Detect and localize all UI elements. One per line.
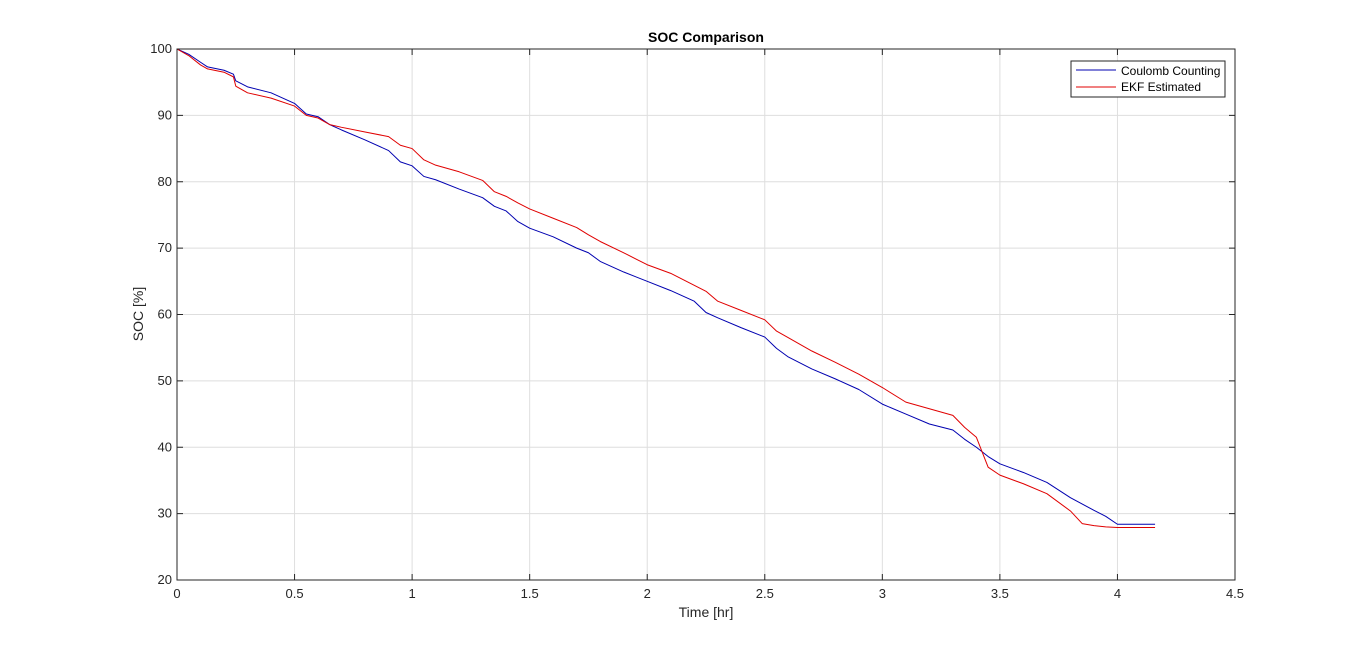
x-tick-label: 4 [1114, 586, 1121, 601]
legend-box [1070, 60, 1226, 98]
y-tick-label: 70 [158, 240, 172, 255]
x-tick-label: 3.5 [991, 586, 1009, 601]
x-tick-label: 0.5 [286, 586, 304, 601]
x-tick-label: 0 [173, 586, 180, 601]
x-axis-label: Time [hr] [679, 604, 734, 620]
x-tick-label: 2 [644, 586, 651, 601]
legend-label-coulomb: Coulomb Counting [1121, 64, 1220, 78]
legend: Coulomb Counting EKF Estimated [1070, 60, 1226, 98]
y-tick-label: 100 [150, 41, 172, 56]
y-tick-label: 50 [158, 373, 172, 388]
y-axis-label: SOC [%] [130, 287, 146, 341]
series-line-ekf-estimated [176, 48, 1156, 529]
x-tick-label: 1 [408, 586, 415, 601]
y-tick-label: 40 [158, 439, 172, 454]
series-layer [176, 48, 1156, 529]
chart-title: SOC Comparison [648, 29, 764, 45]
x-tick-label: 1.5 [521, 586, 539, 601]
series-line-coulomb-counting [176, 48, 1156, 525]
y-tick-label: 80 [158, 174, 172, 189]
y-tick-label: 90 [158, 107, 172, 122]
legend-label-ekf: EKF Estimated [1121, 80, 1201, 94]
y-tick-label: 60 [158, 307, 172, 322]
y-tick-label: 20 [158, 572, 172, 587]
y-tick-label: 30 [158, 506, 172, 521]
x-tick-label: 3 [879, 586, 886, 601]
x-tick-label: 2.5 [756, 586, 774, 601]
tick-layer: 0 0.5 1 1.5 2 2.5 3 3.5 4 4.5 20 30 40 50 60 70 80 90 100 [150, 41, 1244, 601]
x-tick-label: 4.5 [1226, 586, 1244, 601]
